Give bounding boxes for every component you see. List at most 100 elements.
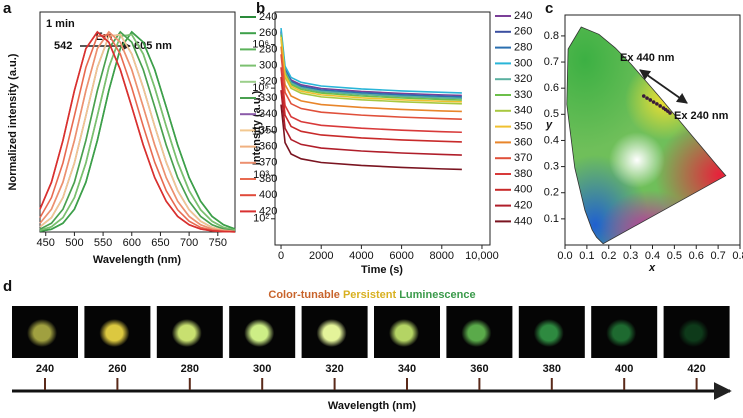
legend-label: 370 bbox=[514, 152, 532, 164]
x-tick-label: 0.2 bbox=[601, 250, 616, 262]
legend-label: 400 bbox=[259, 189, 277, 201]
y-tick-label: 0.3 bbox=[544, 160, 559, 172]
wavelength-label: 320 bbox=[325, 363, 343, 375]
point bbox=[668, 111, 672, 115]
point bbox=[641, 94, 646, 98]
legend-label: 320 bbox=[259, 76, 277, 88]
legend-label: 350 bbox=[259, 124, 277, 136]
panel-label: c bbox=[545, 0, 553, 17]
x-tick-label: 500 bbox=[65, 237, 83, 249]
legend-label: 350 bbox=[514, 121, 532, 133]
strip-title: Color-tunable Persistent Luminescence bbox=[268, 289, 475, 301]
x-axis-label: Wavelength (nm) bbox=[93, 254, 182, 266]
x-axis-label: Time (s) bbox=[361, 264, 403, 276]
x-tick-label: 0.3 bbox=[623, 250, 638, 262]
wavelength-label: 240 bbox=[36, 363, 54, 375]
x-tick-label: 450 bbox=[37, 237, 55, 249]
legend-label: 260 bbox=[514, 26, 532, 38]
legend-label: 420 bbox=[259, 205, 277, 217]
plot-frame bbox=[274, 11, 491, 246]
y-axis-label: y bbox=[545, 119, 553, 131]
series-line bbox=[280, 76, 462, 143]
wavelength-label: 360 bbox=[470, 363, 488, 375]
legend-label: 280 bbox=[259, 43, 277, 55]
y-tick-label: 0.7 bbox=[544, 56, 559, 68]
series-line bbox=[39, 33, 236, 232]
sample bbox=[606, 319, 637, 347]
legend-label: 380 bbox=[514, 168, 532, 180]
x-axis-label: x bbox=[648, 262, 656, 274]
annotation: 1 min bbox=[46, 18, 75, 30]
legend-label: 280 bbox=[514, 42, 532, 54]
sample bbox=[99, 319, 130, 347]
x-tick-label: 0.5 bbox=[667, 250, 682, 262]
point bbox=[648, 98, 653, 102]
series-line bbox=[39, 33, 236, 233]
y-tick-label: 0.8 bbox=[544, 30, 559, 42]
series-line bbox=[39, 33, 236, 233]
x-tick-label: 0 bbox=[278, 250, 284, 262]
y-tick-label: 0.4 bbox=[544, 134, 559, 146]
title-word: Persistent bbox=[343, 289, 397, 301]
series-line bbox=[280, 104, 462, 171]
series-line bbox=[39, 30, 236, 232]
series-line bbox=[39, 30, 236, 232]
legend-label: 360 bbox=[259, 141, 277, 153]
x-tick-label: 2000 bbox=[309, 250, 333, 262]
y-axis-label: Normalized intensity (a.u.) bbox=[7, 53, 19, 190]
legend-label: 330 bbox=[514, 89, 532, 101]
x-tick-label: 600 bbox=[123, 237, 141, 249]
gamut-outline bbox=[566, 26, 727, 245]
x-tick-label: 0.8 bbox=[732, 250, 743, 262]
sample bbox=[316, 319, 347, 347]
legend-label: 240 bbox=[514, 10, 532, 22]
x-tick-label: 10,000 bbox=[465, 250, 499, 262]
x-tick-label: 650 bbox=[151, 237, 169, 249]
annotation: 605 nm bbox=[134, 40, 172, 52]
wavelength-label: 300 bbox=[253, 363, 271, 375]
x-tick-label: 0.6 bbox=[689, 250, 704, 262]
panel-label: b bbox=[256, 0, 265, 17]
series-line bbox=[280, 38, 462, 105]
legend-label: 320 bbox=[514, 73, 532, 85]
series-line bbox=[39, 33, 236, 232]
wavelength-label: 380 bbox=[543, 363, 561, 375]
y-tick-label: 0.2 bbox=[544, 187, 559, 199]
x-tick-label: 0.0 bbox=[557, 250, 572, 262]
series-line bbox=[280, 54, 462, 120]
x-tick-label: 550 bbox=[94, 237, 112, 249]
x-axis-label: Wavelength (nm) bbox=[328, 400, 417, 412]
legend-label: 300 bbox=[514, 57, 532, 69]
series-line bbox=[39, 30, 236, 233]
series-line bbox=[280, 46, 462, 113]
annotation: Ex 440 nm bbox=[620, 52, 675, 64]
point bbox=[645, 96, 649, 100]
y-tick-label: 0.6 bbox=[544, 82, 559, 94]
x-tick-label: 700 bbox=[180, 237, 198, 249]
legend-label: 260 bbox=[259, 27, 277, 39]
series-line bbox=[280, 31, 462, 98]
legend-label: 240 bbox=[259, 11, 277, 23]
sample bbox=[27, 319, 57, 347]
legend-label: 330 bbox=[259, 92, 277, 104]
annotation: Ex 240 nm bbox=[674, 110, 729, 122]
title-word: Color-tunable bbox=[268, 289, 340, 301]
x-tick-label: 0.7 bbox=[710, 250, 725, 262]
legend-label: 420 bbox=[514, 200, 532, 212]
y-tick-label: 10³ bbox=[253, 169, 269, 181]
sample bbox=[171, 319, 202, 347]
series-line bbox=[39, 30, 236, 232]
x-tick-label: 0.4 bbox=[645, 250, 660, 262]
point bbox=[651, 100, 656, 104]
panel-label: d bbox=[3, 278, 12, 295]
x-tick-label: 6000 bbox=[389, 250, 413, 262]
sample bbox=[389, 319, 419, 347]
legend-label: 360 bbox=[514, 136, 532, 148]
sample bbox=[533, 319, 564, 347]
annotation: 542 bbox=[54, 40, 72, 52]
series-line bbox=[280, 30, 462, 97]
y-tick-label: 10⁴ bbox=[252, 126, 269, 138]
series-line bbox=[280, 67, 462, 134]
x-tick-label: 750 bbox=[209, 237, 227, 249]
